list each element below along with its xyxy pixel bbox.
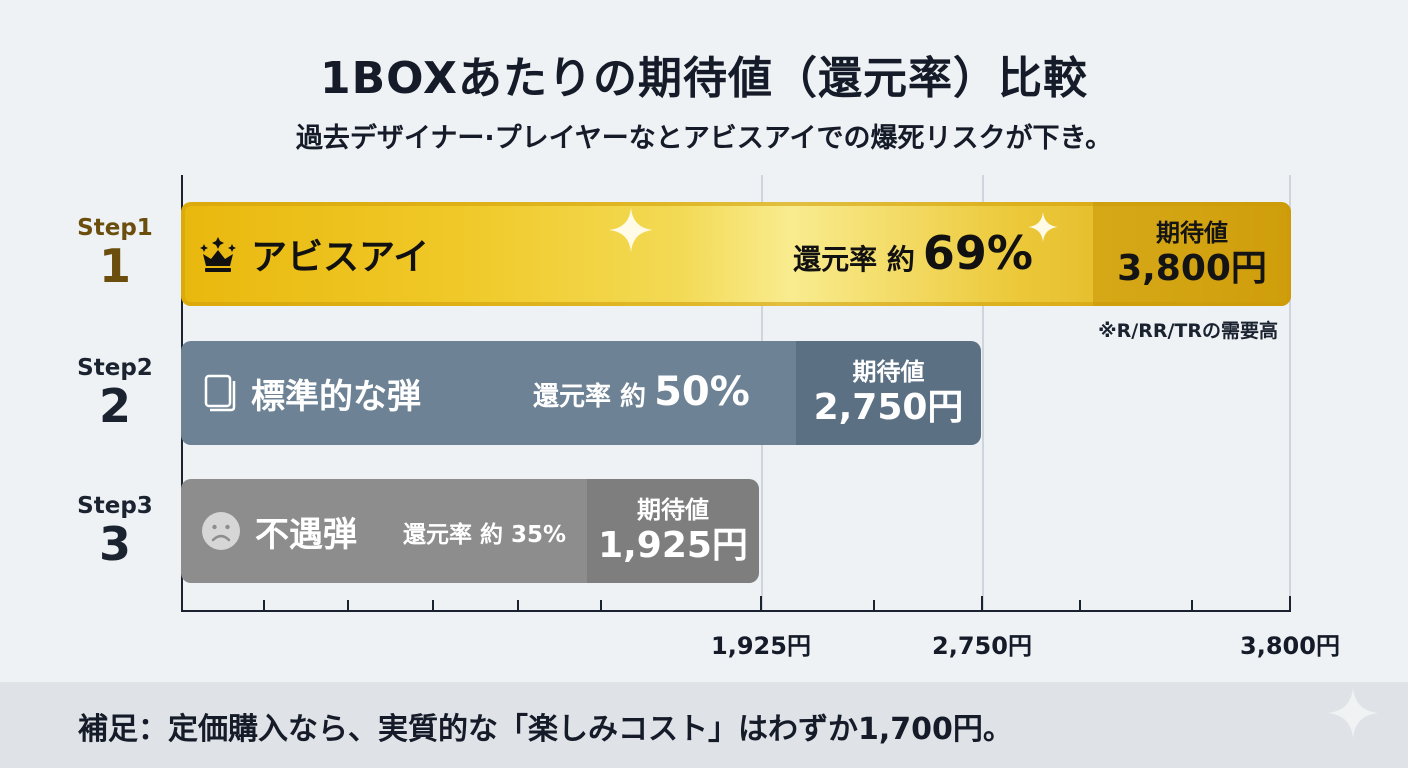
step-text: Step3 [77, 493, 153, 519]
rate-value: 35% [511, 522, 567, 548]
cards-icon [203, 373, 237, 413]
gridline-2750 [982, 175, 984, 612]
step-text: Step1 [77, 215, 153, 241]
rate-prefix: 還元率 約 [793, 243, 915, 276]
return-rate: 還元率 約 69% [793, 226, 1033, 280]
chart-title: 1BOXあたりの期待値（還元率）比較 [320, 53, 1088, 104]
chart-subtitle: 過去デザイナー·プレイヤーなとアビスアイでの爆死リスクが下き。 [295, 123, 1113, 154]
x-tick [347, 600, 349, 611]
bar-label: 不遇弾 [201, 507, 357, 556]
sparkle-icon [609, 208, 653, 256]
ev-label: 期待値 [637, 496, 709, 524]
ev-label: 期待値 [852, 358, 925, 386]
step-label-2: Step2 2 [60, 354, 170, 430]
bar-label: 標準的な弾 [203, 369, 421, 418]
expected-value-box: 期待値 3,800円 [1093, 202, 1291, 306]
step-rank: 2 [98, 379, 131, 433]
x-tick [873, 600, 875, 611]
x-tick [517, 600, 519, 611]
ev-amount: 1,925円 [598, 525, 748, 566]
sparkle-icon [1028, 212, 1058, 246]
x-tick-major [760, 596, 762, 611]
x-tick-major [981, 596, 983, 611]
bar-name: 標準的な弾 [251, 376, 421, 417]
ev-label: 期待値 [1156, 219, 1228, 247]
return-rate: 還元率 約 50% [533, 369, 750, 415]
x-tick-label: 3,800円 [1240, 632, 1340, 660]
expected-value-box: 期待値 1,925円 [587, 479, 759, 583]
expected-value-box: 期待値 2,750円 [796, 341, 981, 445]
bar-standard-set: 標準的な弾 還元率 約 50% 期待値 2,750円 [181, 341, 981, 445]
rate-prefix: 還元率 約 [403, 522, 504, 548]
crown-icon [199, 235, 237, 273]
rate-prefix: 還元率 約 [533, 382, 647, 412]
x-tick-label: 2,750円 [932, 632, 1032, 660]
bar-unlucky-set: 不遇弾 還元率 約 35% 期待値 1,925円 [181, 479, 759, 583]
plot-area: 1,925円 2,750円 3,800円 Step1 1 Step2 2 Ste… [60, 175, 1340, 660]
rate-value: 69% [922, 226, 1033, 280]
x-tick-label: 1,925円 [711, 632, 811, 660]
x-axis-line [181, 610, 1291, 612]
ev-amount: 3,800円 [1117, 248, 1267, 289]
demand-note: ※R/RR/TRの需要高 [1098, 320, 1278, 342]
bar-abyss-eye: アビスアイ 還元率 約 69% 期待値 3,800円 [181, 202, 1291, 306]
x-tick-major [1289, 596, 1291, 611]
bar-label: アビスアイ [199, 228, 429, 280]
x-tick [1191, 600, 1193, 611]
ev-amount: 2,750円 [813, 387, 964, 428]
step-text: Step2 [77, 355, 153, 381]
bar-name: アビスアイ [251, 237, 430, 278]
step-label-3: Step3 3 [60, 492, 170, 568]
x-tick [1079, 600, 1081, 611]
x-tick [263, 600, 265, 611]
footer-note-bar: 補足：定価購入なら、実質的な「楽しみコスト」はわずか1,700円。 [0, 682, 1408, 768]
step-rank: 3 [98, 517, 131, 571]
gridline-3800 [1289, 175, 1291, 612]
x-tick [600, 600, 602, 611]
x-tick [432, 600, 434, 611]
sad-face-icon [201, 511, 241, 551]
rate-value: 50% [654, 369, 750, 415]
footer-note: 補足：定価購入なら、実質的な「楽しみコスト」はわずか1,700円。 [78, 712, 1013, 747]
bar-name: 不遇弾 [255, 514, 357, 555]
step-rank: 1 [98, 239, 131, 293]
sparkle-icon [1328, 688, 1378, 742]
return-rate: 還元率 約 35% [403, 515, 566, 549]
step-label-1: Step1 1 [60, 214, 170, 290]
